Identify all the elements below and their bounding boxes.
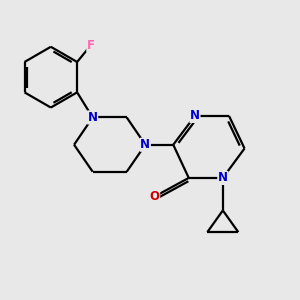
Text: O: O: [150, 190, 160, 203]
Text: N: N: [218, 171, 228, 184]
Text: N: N: [88, 111, 98, 124]
Text: N: N: [190, 110, 200, 122]
Text: N: N: [140, 138, 150, 151]
Text: F: F: [87, 39, 95, 52]
